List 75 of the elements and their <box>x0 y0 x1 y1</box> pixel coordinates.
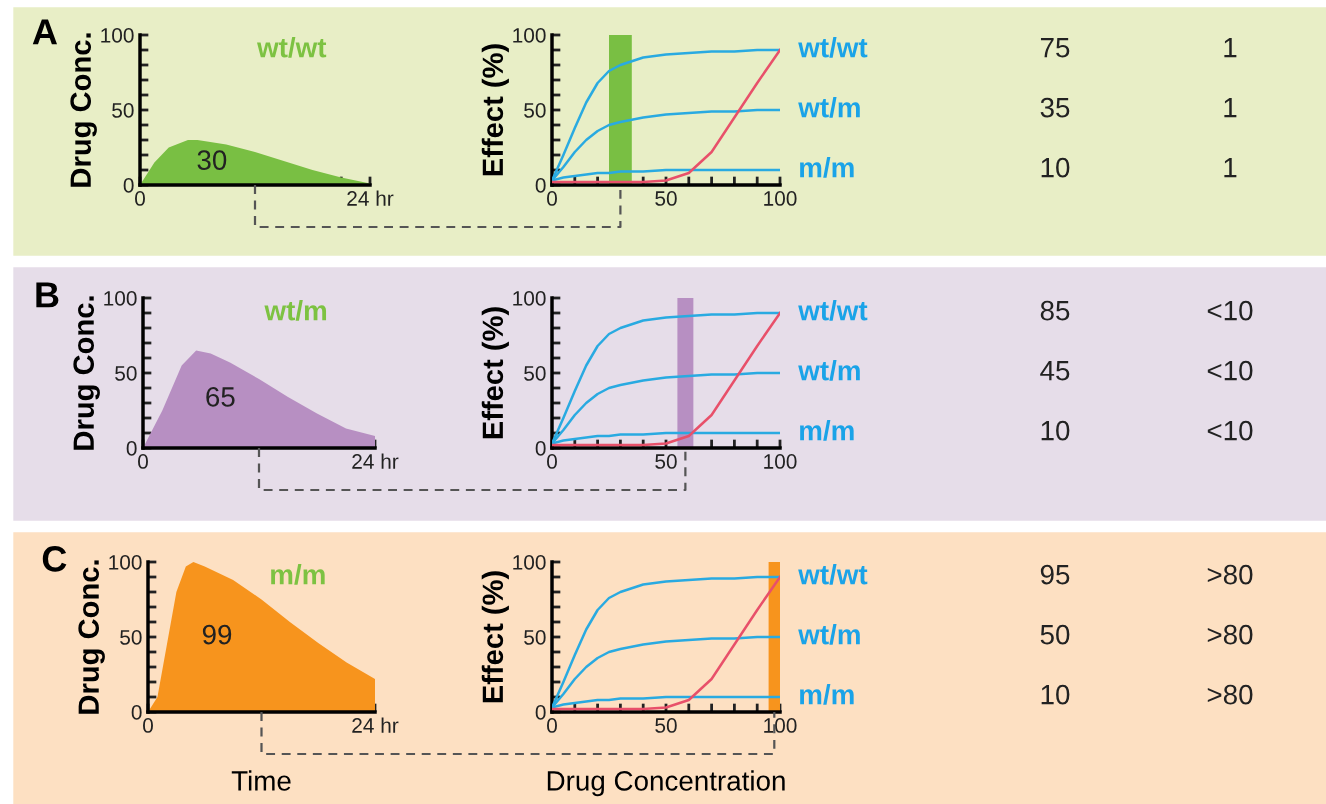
text: A <box>32 19 58 45</box>
y-tick-label: 100 <box>513 28 546 43</box>
text: >80 <box>1207 624 1253 645</box>
y-axis-title: Effect (%) <box>481 571 509 703</box>
series-label: wt/wt <box>798 564 868 585</box>
text: <10 <box>1207 300 1253 321</box>
annotation: 65 <box>206 387 235 407</box>
x-tick-label: 100 <box>764 454 797 469</box>
x-tick-label: 0 <box>547 191 557 206</box>
y-axis-title: Effect (%) <box>481 44 509 176</box>
y-tick-label: 0 <box>126 441 137 456</box>
text: >80 <box>1207 564 1253 585</box>
series-label: wt/m <box>798 360 860 381</box>
text: C <box>42 546 67 572</box>
x-tick-label: 0 <box>547 454 557 469</box>
text: 1 <box>1224 98 1237 118</box>
annotation: 30 <box>197 150 227 170</box>
x-tick-label: 24 hr <box>352 453 399 469</box>
series-label: m/m <box>800 684 854 705</box>
text: 1 <box>1224 158 1237 178</box>
text: 45 <box>1040 361 1070 381</box>
series-label: wt/wt <box>798 37 868 58</box>
series-label: wt/m <box>798 624 860 645</box>
series-label: wt/wt <box>798 300 868 321</box>
text: 10 <box>1041 684 1070 705</box>
y-tick-label: 0 <box>535 441 546 456</box>
x-tick-label: 100 <box>764 718 797 733</box>
annotation: 99 <box>202 624 232 645</box>
y-tick-label: 100 <box>101 28 134 43</box>
annotation: wt/m <box>264 300 327 321</box>
x-axis-title: Time <box>231 770 291 791</box>
y-tick-label: 100 <box>513 555 546 570</box>
text: 85 <box>1040 300 1070 321</box>
x-tick-label: 50 <box>655 191 677 206</box>
y-tick-label: 0 <box>535 178 546 193</box>
text: 75 <box>1040 38 1070 58</box>
y-tick-label: 50 <box>112 103 134 118</box>
annotation: m/m <box>271 564 325 585</box>
text: 35 <box>1040 97 1070 118</box>
text: <10 <box>1207 420 1253 441</box>
annotation: wt/wt <box>257 37 327 58</box>
text: 50 <box>1040 624 1070 645</box>
y-tick-label: 100 <box>109 555 142 570</box>
text: B <box>36 282 59 308</box>
text: <10 <box>1207 360 1253 381</box>
y-tick-label: 50 <box>120 630 142 645</box>
y-axis-title: Drug Conc. <box>73 296 100 450</box>
y-tick-label: 100 <box>513 291 546 306</box>
series-label: m/m <box>800 157 854 178</box>
text: 1 <box>1224 38 1237 58</box>
y-axis-title: Drug Conc. <box>70 33 97 187</box>
x-tick-label: 0 <box>547 718 557 733</box>
y-tick-label: 0 <box>123 178 134 193</box>
y-tick-label: 100 <box>104 291 137 306</box>
x-tick-label: 50 <box>655 454 677 469</box>
x-axis-title: Drug Concentration <box>547 770 785 797</box>
x-tick-label: 24 hr <box>352 717 399 733</box>
y-tick-label: 50 <box>524 366 546 381</box>
x-tick-label: 50 <box>655 718 677 733</box>
text: 10 <box>1041 157 1070 178</box>
series-label: m/m <box>800 420 854 441</box>
y-axis-title: Effect (%) <box>481 307 509 439</box>
y-tick-label: 50 <box>524 630 546 645</box>
text: 95 <box>1040 564 1070 585</box>
x-tick-label: 100 <box>764 191 797 206</box>
x-tick-label: 0 <box>143 718 153 733</box>
y-tick-label: 0 <box>535 705 546 720</box>
y-tick-label: 50 <box>115 366 137 381</box>
y-axis-title: Drug Conc. <box>78 560 105 714</box>
y-tick-label: 0 <box>131 705 142 720</box>
text: 10 <box>1041 420 1070 441</box>
text: >80 <box>1207 684 1253 705</box>
y-tick-label: 50 <box>524 103 546 118</box>
series-label: wt/m <box>798 97 860 118</box>
x-tick-label: 24 hr <box>347 190 394 206</box>
